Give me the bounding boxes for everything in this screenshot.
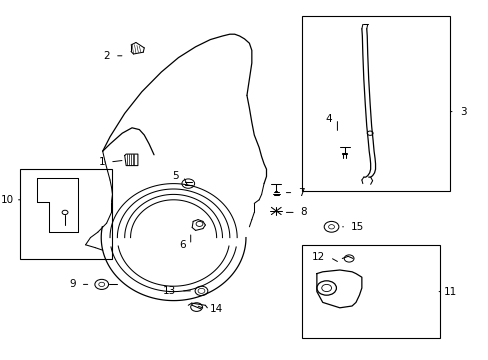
Text: 5: 5 [171,171,178,181]
Text: 3: 3 [459,107,466,117]
Text: 9: 9 [69,279,76,289]
Text: 13: 13 [163,286,176,296]
Text: 2: 2 [103,51,110,61]
Text: 7: 7 [298,188,305,198]
Text: 6: 6 [179,240,185,250]
Bar [302,245,439,338]
Text: 8: 8 [300,207,307,217]
Text: 12: 12 [311,252,325,262]
Text: 1: 1 [98,157,105,167]
Bar [20,169,112,259]
Text: 11: 11 [443,287,456,297]
Text: 15: 15 [350,222,364,232]
Text: 4: 4 [325,114,332,124]
Text: 10: 10 [0,195,14,205]
Text: 14: 14 [210,304,223,314]
Bar [302,16,449,191]
